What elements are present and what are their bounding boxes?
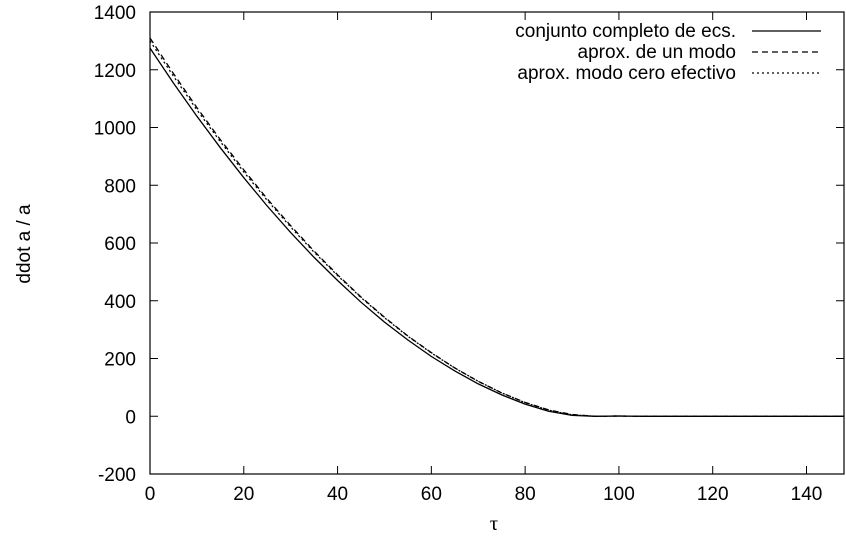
series-layer	[149, 37, 844, 417]
legend-label: conjunto completo de ecs.	[515, 21, 736, 42]
legend-label: aprox. de un modo	[578, 42, 736, 63]
y-tick-label: 1200	[94, 61, 136, 82]
plot-border	[149, 11, 845, 475]
x-tick-label: 100	[603, 484, 635, 505]
legend: conjunto completo de ecs.aprox. de un mo…	[515, 21, 821, 84]
series-line-1	[149, 47, 844, 417]
y-tick-label: 1000	[94, 119, 136, 140]
y-tick-label: 0	[125, 407, 136, 428]
y-tick-label: 800	[104, 176, 136, 197]
y-tick-label: 200	[104, 350, 136, 371]
x-tick-label: 60	[421, 484, 442, 505]
y-tick-label: 600	[104, 234, 136, 255]
x-tick-label: 120	[697, 484, 729, 505]
x-tick-label: 40	[327, 484, 348, 505]
x-axis-title: τ	[490, 511, 498, 535]
series-line-3	[149, 40, 844, 417]
x-tick-label: 140	[791, 484, 823, 505]
x-tick-label: 20	[233, 484, 254, 505]
x-tick-label: 80	[515, 484, 536, 505]
y-tick-label: 400	[104, 292, 136, 313]
x-tick-label: 0	[145, 484, 156, 505]
y-tick-label: -200	[98, 465, 136, 486]
plot-frame	[149, 11, 845, 475]
y-axis-title: ddot a / a	[14, 204, 35, 284]
legend-label: aprox. modo cero efectivo	[517, 63, 736, 84]
y-axis: -200 0 200 400 600 800 1000 1200 1400	[94, 3, 844, 486]
x-axis: 0 20 40 60 80 100 120 140	[145, 12, 823, 505]
y-tick-label: 1400	[94, 3, 136, 24]
series-line-2	[149, 37, 844, 417]
